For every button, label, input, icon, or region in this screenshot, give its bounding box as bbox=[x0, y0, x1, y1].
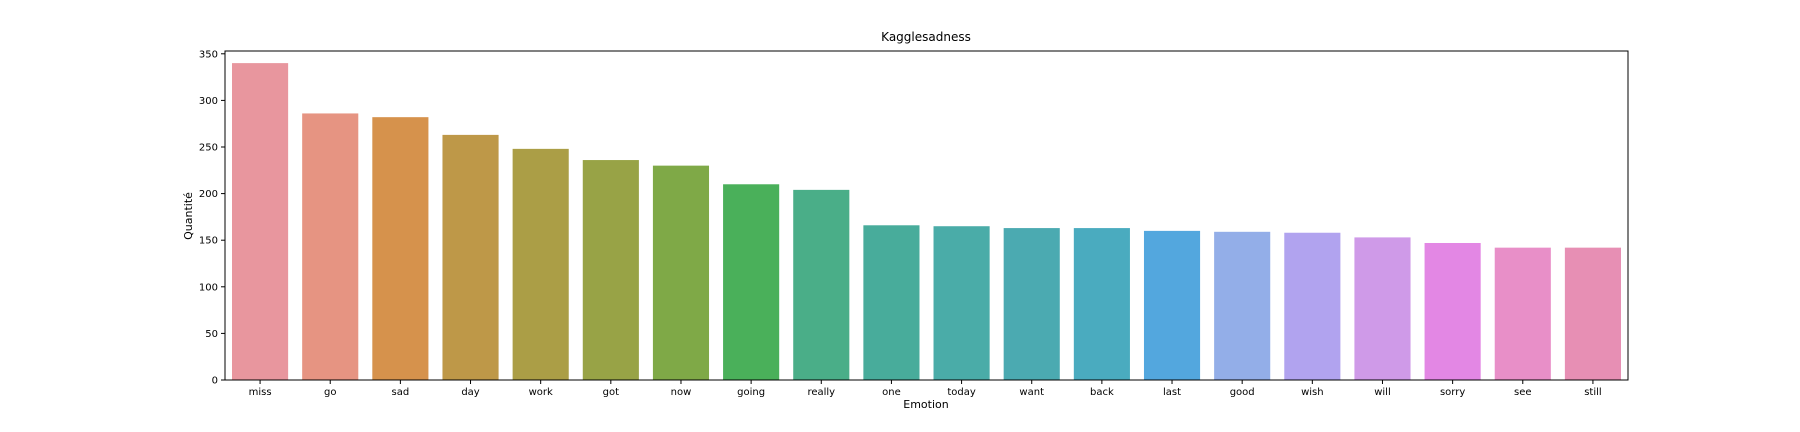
x-tick-label-really: really bbox=[807, 387, 835, 398]
bar-work bbox=[512, 148, 569, 380]
x-tick-label-good: good bbox=[1230, 387, 1255, 398]
bar-see bbox=[1494, 247, 1551, 380]
bar-back bbox=[1073, 228, 1130, 380]
bar-got bbox=[582, 160, 639, 380]
x-tick-label-got: got bbox=[603, 387, 619, 398]
bar-going bbox=[723, 184, 780, 380]
y-tick-label-350: 350 bbox=[199, 49, 218, 60]
bar-day bbox=[442, 134, 499, 380]
x-tick-label-sorry: sorry bbox=[1440, 387, 1465, 398]
y-tick-label-100: 100 bbox=[199, 282, 218, 293]
x-tick-label-one: one bbox=[882, 387, 901, 398]
x-tick-label-going: going bbox=[737, 387, 765, 398]
x-tick-label-today: today bbox=[947, 387, 976, 398]
x-tick-label-now: now bbox=[671, 387, 692, 398]
y-tick-label-200: 200 bbox=[199, 189, 218, 200]
x-tick-label-miss: miss bbox=[249, 387, 272, 398]
x-tick-label-want: want bbox=[1019, 387, 1044, 398]
y-axis-label: Quantité bbox=[182, 192, 195, 240]
x-tick-label-work: work bbox=[529, 387, 553, 398]
x-tick-label-back: back bbox=[1090, 387, 1114, 398]
x-tick-label-sad: sad bbox=[392, 387, 410, 398]
plot-frame bbox=[224, 50, 1629, 381]
x-axis: miss go sad day work got now going really one toda… bbox=[249, 380, 1602, 398]
bar-one bbox=[863, 225, 920, 380]
bar-will bbox=[1354, 237, 1411, 380]
bar-want bbox=[1003, 228, 1060, 380]
y-tick-label-50: 50 bbox=[205, 329, 218, 340]
bar-really bbox=[793, 189, 850, 380]
bar-last bbox=[1143, 230, 1201, 380]
x-tick-label-will: will bbox=[1374, 387, 1391, 398]
x-axis-label: Emotion bbox=[903, 398, 948, 411]
x-tick-label-go: go bbox=[324, 387, 336, 398]
chart-title: Kagglesadness bbox=[881, 30, 971, 44]
x-tick-label-wish: wish bbox=[1301, 387, 1324, 398]
x-tick-label-see: see bbox=[1514, 387, 1532, 398]
bars-group bbox=[232, 63, 1621, 381]
bar-still bbox=[1564, 247, 1621, 380]
bar-sad bbox=[372, 117, 429, 381]
bar-wish bbox=[1284, 232, 1341, 380]
x-tick-label-day: day bbox=[461, 387, 479, 398]
y-tick-label-250: 250 bbox=[199, 142, 218, 153]
x-tick-label-still: still bbox=[1584, 387, 1601, 398]
bar-good bbox=[1214, 231, 1271, 380]
y-tick-label-300: 300 bbox=[199, 96, 218, 107]
y-axis: 0 50 100 150 200 250 300 350 bbox=[199, 49, 225, 387]
y-tick-label-0: 0 bbox=[212, 376, 218, 387]
x-tick-label-last: last bbox=[1163, 387, 1181, 398]
y-tick-label-150: 150 bbox=[199, 236, 218, 247]
bar-miss bbox=[232, 63, 289, 381]
bar-now bbox=[652, 165, 710, 380]
bar-today bbox=[933, 226, 990, 380]
bar-go bbox=[302, 113, 359, 380]
bar-sorry bbox=[1424, 242, 1481, 380]
